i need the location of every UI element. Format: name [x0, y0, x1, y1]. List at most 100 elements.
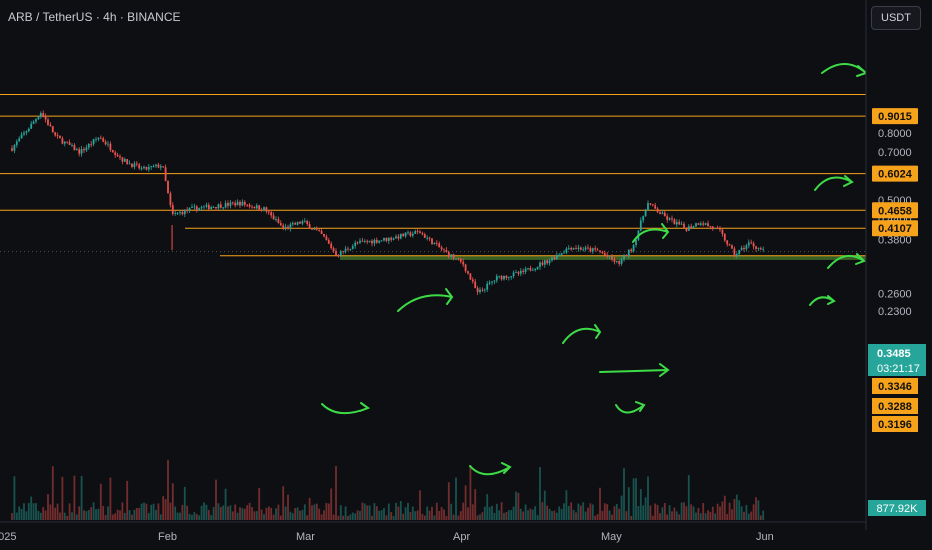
candle-body — [654, 205, 657, 209]
volume-bar — [656, 504, 659, 520]
volume-bar — [54, 507, 57, 520]
candle-body — [181, 212, 184, 215]
volume-bar — [347, 515, 349, 520]
candle-body — [66, 141, 69, 143]
volume-bar — [404, 507, 407, 520]
candle-body — [702, 223, 705, 225]
candle-body — [671, 218, 673, 220]
volume-bar — [315, 503, 318, 520]
volume-bar — [155, 509, 157, 520]
candle-body — [97, 137, 100, 140]
volume-bar — [191, 514, 193, 520]
volume-bar — [644, 497, 647, 520]
volume-bar — [395, 502, 397, 520]
volume-bar — [15, 512, 18, 520]
volume-bar — [582, 502, 585, 520]
candle-body — [267, 211, 270, 213]
volume-bar — [287, 494, 289, 520]
volume-bar — [493, 512, 496, 520]
volume-bar — [145, 503, 148, 520]
candle-body — [342, 251, 345, 252]
volume-bar — [570, 502, 573, 520]
candle-body — [25, 131, 28, 133]
volume-bar — [219, 507, 222, 520]
candle-body — [747, 242, 750, 246]
candle-body — [762, 249, 765, 250]
volume-bar — [87, 510, 90, 520]
candle-body — [723, 234, 726, 241]
volume-bar — [318, 508, 321, 520]
support-price-tag-bg-0 — [872, 378, 918, 394]
volume-bar — [63, 512, 66, 520]
candle-body — [416, 231, 419, 232]
candle-body — [666, 216, 669, 220]
candle-body — [143, 166, 145, 169]
candle-body — [399, 233, 402, 239]
candle-body — [219, 204, 222, 208]
volume-bar — [445, 515, 448, 520]
candle-body — [699, 223, 702, 225]
volume-bar — [603, 503, 606, 520]
candle-body — [162, 166, 165, 168]
volume-bar — [275, 508, 277, 520]
volume-bar — [563, 503, 565, 520]
annotation-arrow-6 — [562, 324, 602, 344]
candle-body — [217, 204, 220, 209]
volume-bar — [380, 510, 383, 520]
candle-body — [51, 126, 54, 133]
volume-bar — [111, 514, 114, 520]
candle-body — [258, 205, 261, 210]
currency-button[interactable]: USDT — [871, 6, 921, 30]
candle-body — [198, 208, 201, 211]
volume-bar — [27, 502, 30, 520]
volume-bar — [114, 513, 117, 520]
volume-bar — [491, 505, 493, 520]
volume-bar — [23, 503, 25, 520]
volume-bar — [517, 492, 520, 520]
volume-bar — [361, 502, 364, 520]
candle-body — [673, 219, 676, 225]
volume-bar — [428, 510, 431, 520]
volume-bars — [11, 460, 765, 520]
candle-body — [635, 239, 637, 245]
candle-body — [131, 163, 133, 168]
volume-bar — [522, 511, 525, 520]
volume-bar — [683, 502, 685, 520]
volume-bar — [378, 510, 381, 520]
volume-bar — [402, 513, 405, 520]
volume-bar — [133, 509, 136, 520]
volume-bar — [447, 482, 450, 520]
candle-body — [296, 221, 299, 225]
candle-body — [255, 205, 258, 209]
volume-bar — [433, 515, 436, 520]
candle-body — [320, 230, 323, 235]
volume-bar — [625, 511, 628, 520]
volume-bar — [589, 503, 592, 520]
volume-bar — [320, 514, 323, 520]
candle-body — [428, 237, 431, 239]
candle-body — [551, 257, 553, 261]
candle-body — [373, 239, 376, 244]
volume-bar — [162, 496, 165, 520]
volume-bar — [116, 509, 119, 520]
volume-bar — [366, 505, 369, 520]
candle-body — [462, 261, 465, 265]
candle-body — [92, 139, 95, 145]
candle-body — [615, 260, 618, 262]
volume-bar — [104, 514, 107, 520]
candle-body — [30, 123, 33, 129]
volume-bar — [462, 502, 465, 520]
candle-body — [627, 249, 630, 257]
candle-body — [73, 144, 76, 151]
candle-body — [668, 218, 671, 220]
candle-body — [157, 164, 160, 168]
level-price-tag-2-bg — [872, 202, 918, 219]
volume-bar — [195, 514, 198, 520]
volume-bar — [503, 513, 505, 520]
volume-bar — [762, 510, 765, 520]
volume-bar — [267, 506, 270, 520]
volume-bar — [541, 502, 544, 520]
candle-body — [75, 149, 78, 151]
candle-body — [522, 270, 525, 272]
